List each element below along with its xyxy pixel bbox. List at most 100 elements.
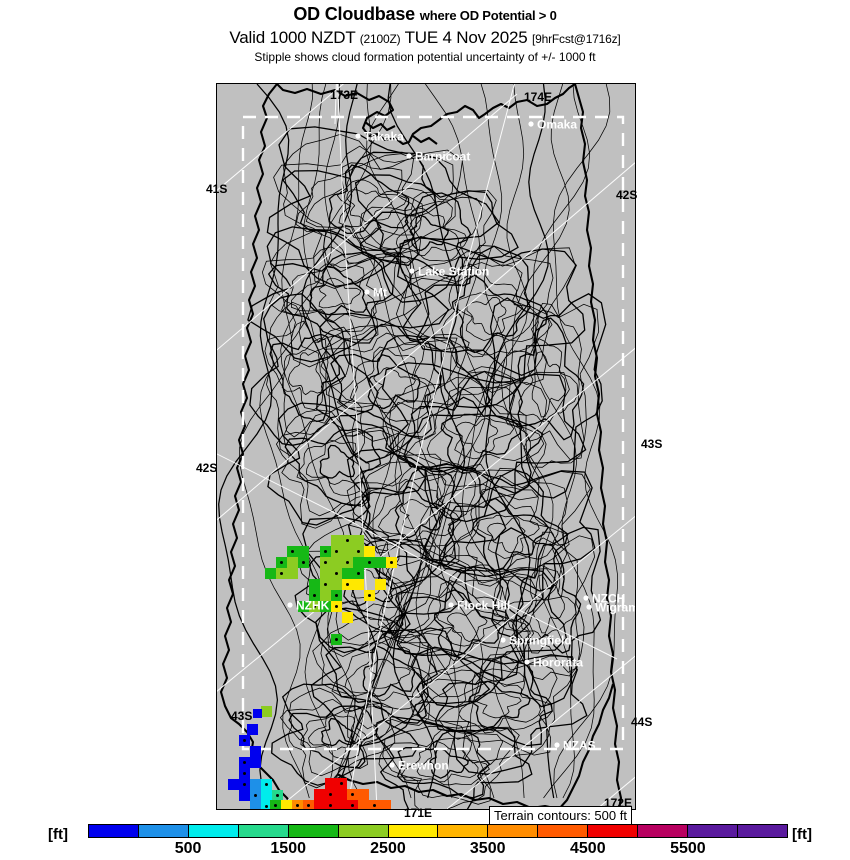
stipple-dot: [291, 550, 294, 553]
forecast-tag: [9hrFcst@1716z]: [532, 32, 621, 46]
colorbar-unit-right: [ft]: [792, 826, 812, 843]
stipple-dot: [243, 739, 246, 742]
stipple-dot: [276, 794, 279, 797]
cloudbase-cell: [298, 546, 309, 557]
cloudbase-cell: [353, 557, 364, 568]
stipple-dot: [335, 550, 338, 553]
place-label: Wigram: [595, 601, 635, 615]
cloudbase-cell: [314, 800, 325, 809]
cloudbase-cell: [336, 789, 347, 800]
stipple-dot: [335, 605, 338, 608]
cloudbase-cell: [250, 779, 261, 790]
valid-local: Valid 1000 NZDT: [229, 28, 356, 47]
colorbar-legend: [ft] [ft] 500 1500 2500 3500 4500 5500: [0, 820, 850, 860]
cloudbase-cell: [261, 706, 272, 717]
stipple-subtitle: Stipple shows cloud formation potential …: [254, 50, 596, 64]
colorbar-segment-8: [487, 825, 538, 837]
place-label: Omaka: [537, 118, 577, 132]
stipple-dot: [280, 572, 283, 575]
axis-tick-43S: 43S: [641, 437, 663, 451]
colorbar-tick-5500: 5500: [670, 840, 706, 857]
cloudbase-cell: [331, 579, 342, 590]
colorbar-segment-2: [187, 825, 238, 837]
title-main: OD Cloudbase: [293, 4, 415, 24]
colorbar-segment-12: [687, 825, 737, 837]
place-label: NZHK: [296, 599, 330, 613]
stipple-dot: [368, 594, 371, 597]
colorbar-tick-4500: 4500: [570, 840, 606, 857]
colorbar-segment-4: [287, 825, 338, 837]
stipple-dot: [302, 561, 305, 564]
place-marker: [554, 742, 560, 748]
axis-tick-174E: 174E: [524, 90, 553, 104]
colorbar-segment-0: [89, 825, 138, 837]
axis-tick-42S: 42S: [196, 461, 218, 475]
cloudbase-cell: [358, 789, 369, 800]
cloudbase-cell: [375, 579, 386, 590]
axis-tick-43S: 43S: [231, 709, 253, 723]
cloudbase-cell: [375, 557, 386, 568]
terrain-contour-note: Terrain contours: 500 ft: [489, 806, 632, 825]
cloudbase-cell: [239, 790, 250, 801]
place-marker: [500, 637, 506, 643]
stipple-dot: [313, 594, 316, 597]
stipple-dot: [296, 804, 299, 807]
stipple-dot: [335, 638, 338, 641]
title-qualifier: where OD Potential > 0: [419, 8, 557, 23]
stipple-dot: [243, 761, 246, 764]
cloudbase-cell: [331, 535, 342, 546]
stipple-dot: [243, 772, 246, 775]
axis-tick-173E: 173E: [330, 88, 359, 102]
map-canvas: Takaka Omaka Barnicoat Lake Station Mt NZHK Fl…: [217, 84, 635, 809]
stipple-dot: [340, 782, 343, 785]
place-label: Mt: [373, 286, 387, 300]
cloudbase-cell: [342, 612, 353, 623]
terrain-contours: [218, 84, 618, 809]
cloudbase-cell: [247, 724, 258, 735]
axis-tick-171E: 171E: [404, 806, 433, 820]
stipple-dot: [254, 794, 257, 797]
place-label: NZCH: [592, 592, 625, 606]
stipple-dot: [329, 804, 332, 807]
forecast-map[interactable]: Takaka Omaka Barnicoat Lake Station Mt NZHK Fl…: [216, 83, 636, 810]
title-block: OD Cloudbase where OD Potential > 0 Vali…: [0, 4, 850, 64]
valid-time-line: Valid 1000 NZDT (2100Z) TUE 4 Nov 2025 […: [0, 28, 850, 48]
cloudbase-cell: [287, 557, 298, 568]
stipple-dot: [351, 793, 354, 796]
stipple-dot: [329, 793, 332, 796]
stipple-dot: [265, 805, 268, 808]
cloudbase-cell: [309, 579, 320, 590]
place-label: Flock Hill: [457, 599, 510, 613]
cloudbase-cell: [253, 709, 262, 718]
stipple-dot: [357, 572, 360, 575]
place-label: Springfield: [509, 634, 572, 648]
place-label: Barnicoat: [415, 150, 470, 164]
colorbar-unit-left: [ft]: [48, 826, 68, 843]
coastline: [219, 84, 623, 809]
colorbar-segment-1: [137, 825, 188, 837]
stipple-dot: [357, 550, 360, 553]
valid-date: TUE 4 Nov 2025: [404, 28, 528, 47]
colorbar-segment-13: [736, 825, 787, 837]
cloudbase-cell: [250, 757, 261, 768]
cloudbase-cell: [331, 557, 342, 568]
cloudbase-cell: [342, 568, 353, 579]
place-label: Erewhon: [398, 759, 449, 773]
place-marker: [448, 602, 454, 608]
cloudbase-cell: [342, 546, 353, 557]
colorbar-tick-1500: 1500: [270, 840, 306, 857]
colorbar-strip[interactable]: [88, 824, 788, 838]
axis-tick-42S: 42S: [616, 188, 638, 202]
colorbar-tick-2500: 2500: [370, 840, 406, 857]
cloudbase-cell: [353, 535, 364, 546]
cloudbase-cell: [320, 568, 331, 579]
stipple-dot: [265, 783, 268, 786]
valid-zulu: (2100Z): [359, 32, 401, 46]
place-label: NZAS: [563, 739, 596, 753]
cloudbase-cell: [353, 579, 364, 590]
cloudbase-cell: [325, 778, 336, 789]
colorbar-tick-labels: 500 1500 2500 3500 4500 5500: [88, 840, 788, 860]
stipple-dot: [274, 804, 277, 807]
place-marker: [406, 153, 412, 159]
cloudbase-cell: [228, 779, 239, 790]
